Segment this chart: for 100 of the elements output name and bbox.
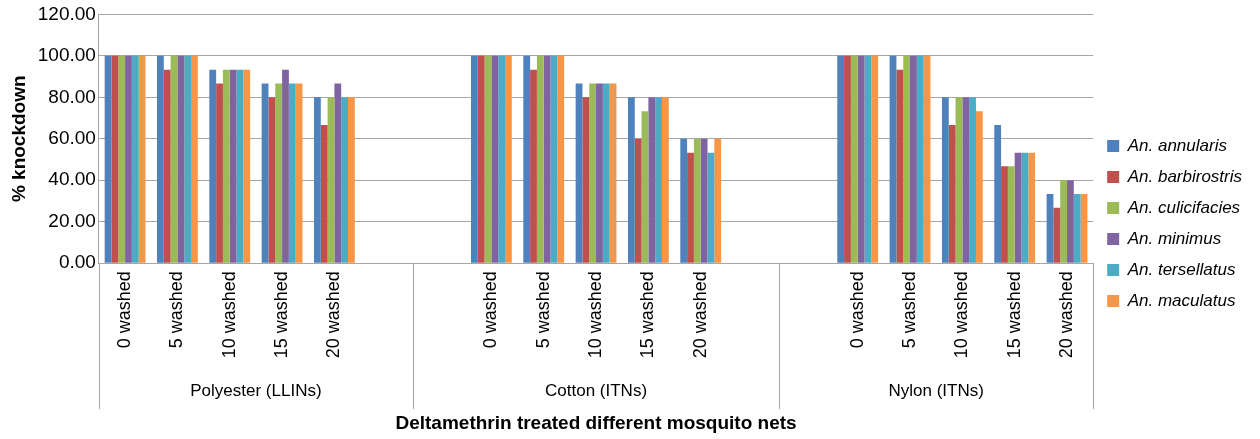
bar [216,83,223,263]
bar [282,69,289,263]
legend-label: An. tersellatus [1126,259,1236,279]
legend-label: An. maculatus [1126,290,1236,310]
bar [714,138,722,263]
bar [229,69,237,263]
bar [131,55,139,263]
bar [969,97,976,263]
bar [1060,180,1068,263]
x-tick-label: 15 washed [637,271,658,359]
bar [850,55,858,263]
bar [655,97,662,263]
legend-label: An. barbirostris [1126,166,1243,186]
text: Nylon (ITNs) [888,380,984,400]
bar [1028,152,1036,263]
x-tick-label: 5 washed [532,271,553,349]
bar [648,97,656,263]
bar [118,55,126,263]
bar [504,55,512,263]
x-tick-label: 15 washed [271,271,292,359]
bar [313,97,321,263]
bar [341,97,348,263]
bar [491,55,499,263]
bar [700,138,708,263]
bar [596,83,603,263]
bar [334,83,342,263]
bar [962,97,970,263]
y-tick-label: 100.00 [37,44,96,66]
x-tick-label: 0 washed [480,271,501,349]
x-tick-label: 0 washed [114,271,135,349]
bar [975,111,983,263]
bar [941,97,949,263]
x-tick-label: 20 washed [689,271,710,359]
bar [222,69,230,263]
bar [470,55,478,263]
bar [871,55,879,263]
bar [687,152,694,263]
bar [896,69,904,263]
bar [916,55,924,263]
bar [543,55,551,263]
legend-label: An. minimus [1126,228,1222,248]
bar [275,83,283,263]
bar [177,55,185,263]
bar [582,97,590,263]
x-tick-label: 15 washed [1003,271,1024,359]
x-tick-label: 20 washed [1055,271,1076,359]
bar [627,97,635,263]
y-axis-title: % knockdown [7,75,29,203]
bar [634,138,642,263]
x-tick-label: 20 washed [323,271,344,359]
bar [557,55,565,263]
bar [209,69,217,263]
bar [163,69,171,263]
y-tick-label: 0.00 [58,251,96,273]
bar [602,83,610,263]
bar [837,55,845,263]
bar [1073,194,1081,263]
y-tick-label: 60.00 [48,127,96,148]
bar [1053,207,1061,263]
y-tick-label: 80.00 [48,85,96,107]
x-tick-label: 10 washed [585,271,606,359]
y-tick-label: 120.00 [37,2,96,24]
bar [1021,152,1029,263]
bar [680,138,688,263]
bar [111,55,119,263]
x-tick-label: 5 washed [899,271,919,349]
x-tick-label: 0 washed [846,271,867,349]
bar [157,55,164,263]
y-tick-label: 40.00 [48,168,96,190]
bar [268,97,276,263]
y-tick-label: 20.00 [48,209,96,231]
bar [1007,166,1015,263]
bar [903,55,911,263]
text: Cotton (ITNs) [545,380,648,400]
x-tick-label: 10 washed [951,271,972,359]
bar [125,55,132,263]
bar [910,55,917,263]
legend-label: An. annularis [1126,135,1228,155]
text: Polyester (LLINs) [190,380,322,400]
x-tick-label: 5 washed [166,271,187,349]
bar [994,124,1002,263]
bar [288,83,296,263]
bar [348,97,355,263]
bar [661,97,669,263]
bar [844,55,851,263]
bar [184,55,192,263]
bar [1067,180,1074,263]
bar [693,138,701,263]
bar [1001,166,1008,263]
bar [477,55,485,263]
bar [530,69,537,263]
x-axis-title: Deltamethrin treated different mosquito nets [395,411,797,433]
bar [857,55,865,263]
bar [523,55,531,263]
bar [243,69,251,263]
legend-label: An. culicifacies [1126,197,1241,217]
bar [191,55,198,263]
bar [589,83,597,263]
bar [948,124,956,263]
bar [320,124,328,263]
